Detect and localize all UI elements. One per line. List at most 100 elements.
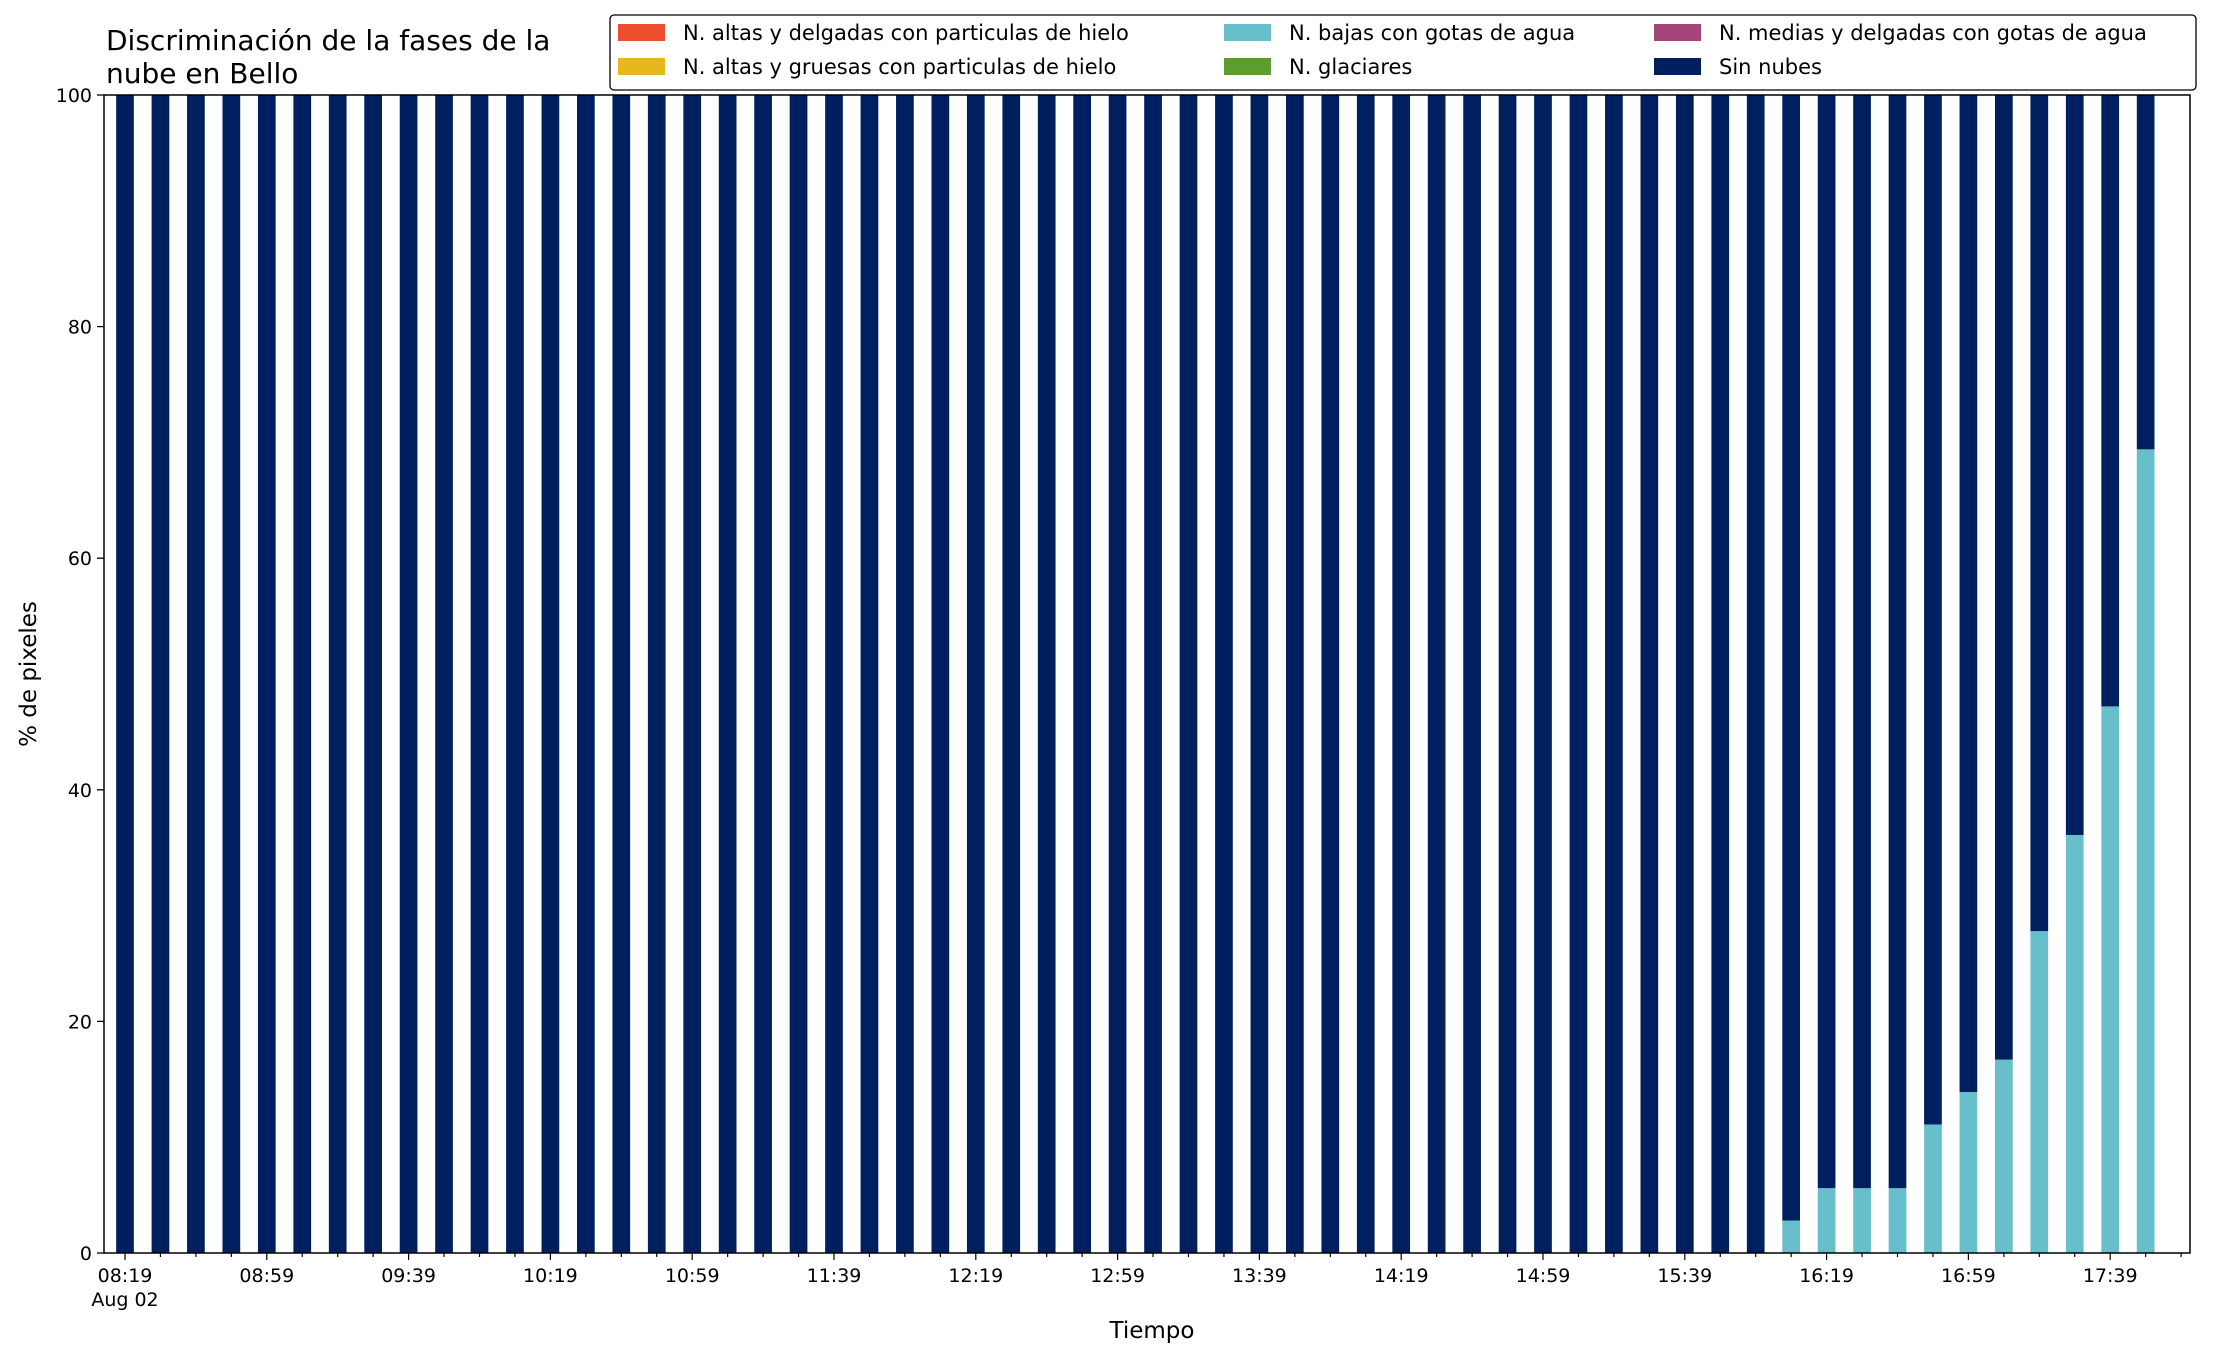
bar-segment-2-50 (1888, 1188, 1907, 1253)
bar-segment-5-16 (683, 95, 702, 1253)
legend-label: N. altas y gruesas con particulas de hie… (683, 55, 1116, 79)
bar-segment-5-37 (1427, 95, 1446, 1253)
x-tick-label: 17:39 (2083, 1265, 2138, 1287)
bar-segment-5-26 (1037, 95, 1056, 1253)
x-tick-label: 14:59 (1516, 1265, 1571, 1287)
bar-segment-5-49 (1853, 95, 1871, 1189)
y-axis-label: % de pixeles (16, 601, 42, 747)
legend-label: N. medias y delgadas con gotas de agua (1719, 21, 2147, 45)
y-tick-label: 80 (68, 317, 92, 339)
x-tick-label: 11:39 (807, 1265, 862, 1287)
legend-swatch (1654, 58, 1701, 75)
bar-segment-5-14 (612, 95, 631, 1253)
bar-segment-5-20 (825, 95, 843, 1253)
legend-items: N. altas y delgadas con particulas de hi… (618, 21, 2147, 79)
legend-swatch (618, 58, 665, 75)
bar-group (116, 95, 2155, 1254)
y-tick-label: 100 (56, 85, 92, 107)
bar-segment-5-6 (328, 95, 347, 1253)
bar-segment-5-34 (1321, 95, 1340, 1253)
bar-segment-5-29 (1144, 95, 1162, 1253)
y-tick-label: 40 (68, 780, 92, 802)
legend-label: N. bajas con gotas de agua (1289, 21, 1575, 45)
bar-segment-5-44 (1675, 95, 1694, 1253)
bar-segment-5-46 (1746, 95, 1765, 1253)
bar-segment-5-5 (293, 95, 312, 1253)
bar-segment-5-51 (1924, 95, 1942, 1125)
bar-segment-5-31 (1215, 95, 1233, 1253)
x-tick-label: 15:39 (1657, 1265, 1712, 1287)
bar-segment-2-47 (1782, 1220, 1800, 1253)
bar-segment-5-43 (1640, 95, 1659, 1253)
legend-label: Sin nubes (1719, 55, 1822, 79)
bar-segment-2-57 (2136, 449, 2155, 1254)
bar-segment-5-10 (470, 95, 489, 1253)
bar-segment-5-3 (222, 95, 241, 1253)
bar-segment-2-53 (1995, 1059, 2013, 1253)
chart-title-line-1: Discriminación de la fases de la (106, 24, 550, 57)
bar-segment-2-54 (2030, 931, 2049, 1253)
bar-segment-5-48 (1817, 95, 1836, 1189)
bar-segment-5-38 (1463, 95, 1481, 1253)
bar-segment-5-0 (116, 95, 134, 1253)
bar-segment-5-4 (257, 95, 276, 1253)
x-date-label: Aug 02 (91, 1289, 158, 1311)
legend-swatch (1224, 58, 1271, 75)
x-tick-label: 12:59 (1090, 1265, 1145, 1287)
bar-segment-5-15 (647, 95, 666, 1253)
y-axis: 0 20 40 60 80 100 (56, 85, 104, 1265)
bar-segment-2-56 (2101, 706, 2120, 1253)
bar-segment-5-11 (506, 95, 524, 1253)
plot-frame (103, 94, 2191, 1254)
y-tick-label: 20 (68, 1011, 92, 1033)
x-tick-label: 10:59 (665, 1265, 720, 1287)
bar-segment-5-55 (2065, 95, 2084, 835)
bar-segment-5-57 (2136, 95, 2155, 450)
x-axis-label: Tiempo (1109, 1318, 1195, 1344)
x-tick-label: 10:19 (523, 1265, 578, 1287)
bar-segment-5-35 (1356, 95, 1375, 1253)
legend-swatch (1654, 24, 1701, 41)
x-tick-label: 16:19 (1799, 1265, 1854, 1287)
bar-segment-5-33 (1286, 95, 1304, 1253)
legend-swatch (618, 24, 665, 41)
bar-segment-5-50 (1888, 95, 1907, 1189)
bar-segment-2-55 (2065, 834, 2084, 1253)
bar-segment-5-47 (1782, 95, 1800, 1221)
bar-segment-5-27 (1073, 95, 1091, 1253)
x-tick-label: 08:59 (239, 1265, 294, 1287)
legend: N. altas y delgadas con particulas de hi… (609, 14, 2197, 91)
bar-segment-5-8 (399, 95, 418, 1253)
x-tick-label: 09:39 (381, 1265, 436, 1287)
legend-label: N. altas y delgadas con particulas de hi… (683, 21, 1129, 45)
bar-segment-2-48 (1817, 1188, 1836, 1253)
bar-segment-2-52 (1959, 1092, 1978, 1253)
bar-segment-5-42 (1605, 95, 1623, 1253)
x-tick-label: 08:19 (98, 1265, 153, 1287)
legend-label: N. glaciares (1289, 55, 1412, 79)
bar-segment-5-53 (1995, 95, 2013, 1060)
x-axis: 08:19 08:59 09:39 10:19 10:59 11:39 12:19 12:59… (91, 1253, 2182, 1311)
bar-segment-5-21 (860, 95, 879, 1253)
bar-segment-5-41 (1569, 95, 1588, 1253)
bar-segment-2-51 (1924, 1124, 1942, 1253)
bar-segment-5-2 (187, 95, 205, 1253)
bar-segment-5-1 (151, 95, 170, 1253)
bar-segment-5-25 (1002, 95, 1021, 1253)
x-tick-label: 13:39 (1232, 1265, 1287, 1287)
bar-segment-5-17 (718, 95, 737, 1253)
bar-segment-5-30 (1179, 95, 1198, 1253)
y-tick-label: 60 (68, 548, 92, 570)
legend-frame (609, 14, 2197, 91)
bar-segment-5-23 (931, 95, 950, 1253)
bar-segment-5-18 (754, 95, 772, 1253)
bar-segment-5-32 (1250, 95, 1269, 1253)
bar-segment-5-19 (789, 95, 808, 1253)
bar-segment-5-40 (1534, 95, 1552, 1253)
y-tick-label: 0 (80, 1243, 92, 1265)
bar-segment-5-54 (2030, 95, 2049, 932)
bar-segment-5-24 (966, 95, 985, 1253)
bar-segment-5-12 (541, 95, 560, 1253)
x-tick-label: 16:59 (1941, 1265, 1996, 1287)
